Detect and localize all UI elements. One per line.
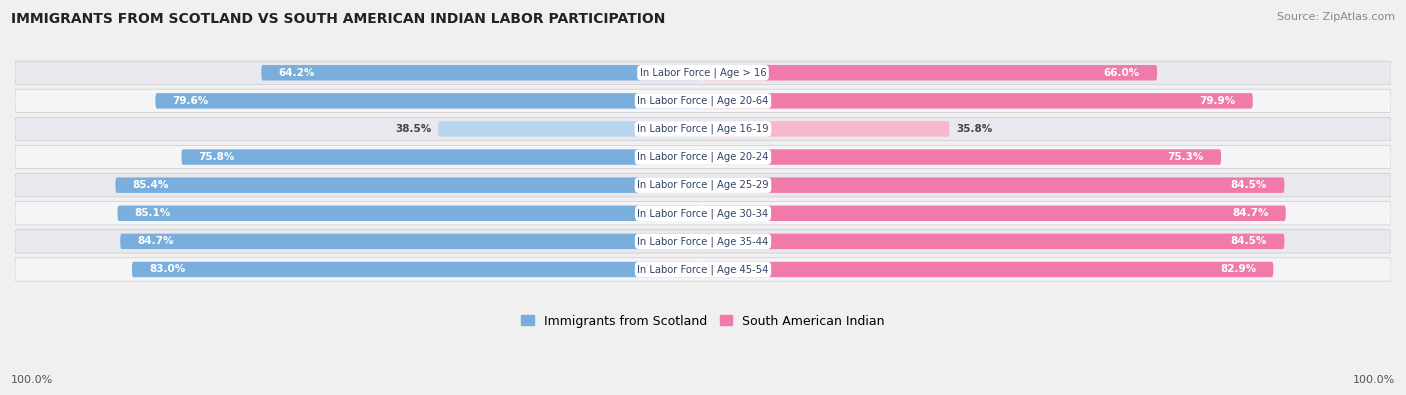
FancyBboxPatch shape — [703, 177, 1284, 193]
Text: 85.1%: 85.1% — [135, 208, 172, 218]
Text: 85.4%: 85.4% — [132, 180, 169, 190]
Text: 83.0%: 83.0% — [149, 265, 186, 275]
Text: IMMIGRANTS FROM SCOTLAND VS SOUTH AMERICAN INDIAN LABOR PARTICIPATION: IMMIGRANTS FROM SCOTLAND VS SOUTH AMERIC… — [11, 12, 665, 26]
Text: 66.0%: 66.0% — [1104, 68, 1140, 78]
Text: 84.5%: 84.5% — [1230, 236, 1267, 246]
Text: Source: ZipAtlas.com: Source: ZipAtlas.com — [1277, 12, 1395, 22]
Text: 100.0%: 100.0% — [1353, 375, 1395, 385]
FancyBboxPatch shape — [15, 61, 1391, 85]
Text: In Labor Force | Age 16-19: In Labor Force | Age 16-19 — [637, 124, 769, 134]
FancyBboxPatch shape — [15, 173, 1391, 197]
FancyBboxPatch shape — [15, 201, 1391, 225]
FancyBboxPatch shape — [121, 234, 703, 249]
Text: 75.3%: 75.3% — [1167, 152, 1204, 162]
Text: 84.7%: 84.7% — [1232, 208, 1268, 218]
FancyBboxPatch shape — [132, 262, 703, 277]
FancyBboxPatch shape — [703, 93, 1253, 109]
Text: 84.5%: 84.5% — [1230, 180, 1267, 190]
Legend: Immigrants from Scotland, South American Indian: Immigrants from Scotland, South American… — [516, 310, 890, 333]
FancyBboxPatch shape — [181, 149, 703, 165]
FancyBboxPatch shape — [15, 145, 1391, 169]
FancyBboxPatch shape — [15, 230, 1391, 253]
Text: In Labor Force | Age 20-24: In Labor Force | Age 20-24 — [637, 152, 769, 162]
FancyBboxPatch shape — [15, 89, 1391, 113]
FancyBboxPatch shape — [262, 65, 703, 81]
Text: In Labor Force | Age 25-29: In Labor Force | Age 25-29 — [637, 180, 769, 190]
Text: 79.6%: 79.6% — [173, 96, 209, 106]
Text: 75.8%: 75.8% — [198, 152, 235, 162]
Text: 35.8%: 35.8% — [956, 124, 993, 134]
Text: 64.2%: 64.2% — [278, 68, 315, 78]
Text: 82.9%: 82.9% — [1220, 265, 1256, 275]
FancyBboxPatch shape — [155, 93, 703, 109]
Text: In Labor Force | Age > 16: In Labor Force | Age > 16 — [640, 68, 766, 78]
Text: 100.0%: 100.0% — [11, 375, 53, 385]
FancyBboxPatch shape — [703, 121, 949, 137]
FancyBboxPatch shape — [15, 258, 1391, 281]
FancyBboxPatch shape — [703, 65, 1157, 81]
Text: 84.7%: 84.7% — [138, 236, 174, 246]
Text: In Labor Force | Age 35-44: In Labor Force | Age 35-44 — [637, 236, 769, 246]
FancyBboxPatch shape — [15, 117, 1391, 141]
Text: In Labor Force | Age 20-64: In Labor Force | Age 20-64 — [637, 96, 769, 106]
Text: 79.9%: 79.9% — [1199, 96, 1236, 106]
FancyBboxPatch shape — [703, 234, 1284, 249]
Text: 38.5%: 38.5% — [395, 124, 432, 134]
Text: In Labor Force | Age 30-34: In Labor Force | Age 30-34 — [637, 208, 769, 218]
FancyBboxPatch shape — [439, 121, 703, 137]
FancyBboxPatch shape — [703, 205, 1285, 221]
FancyBboxPatch shape — [703, 149, 1220, 165]
FancyBboxPatch shape — [703, 262, 1274, 277]
Text: In Labor Force | Age 45-54: In Labor Force | Age 45-54 — [637, 264, 769, 275]
FancyBboxPatch shape — [118, 205, 703, 221]
FancyBboxPatch shape — [115, 177, 703, 193]
